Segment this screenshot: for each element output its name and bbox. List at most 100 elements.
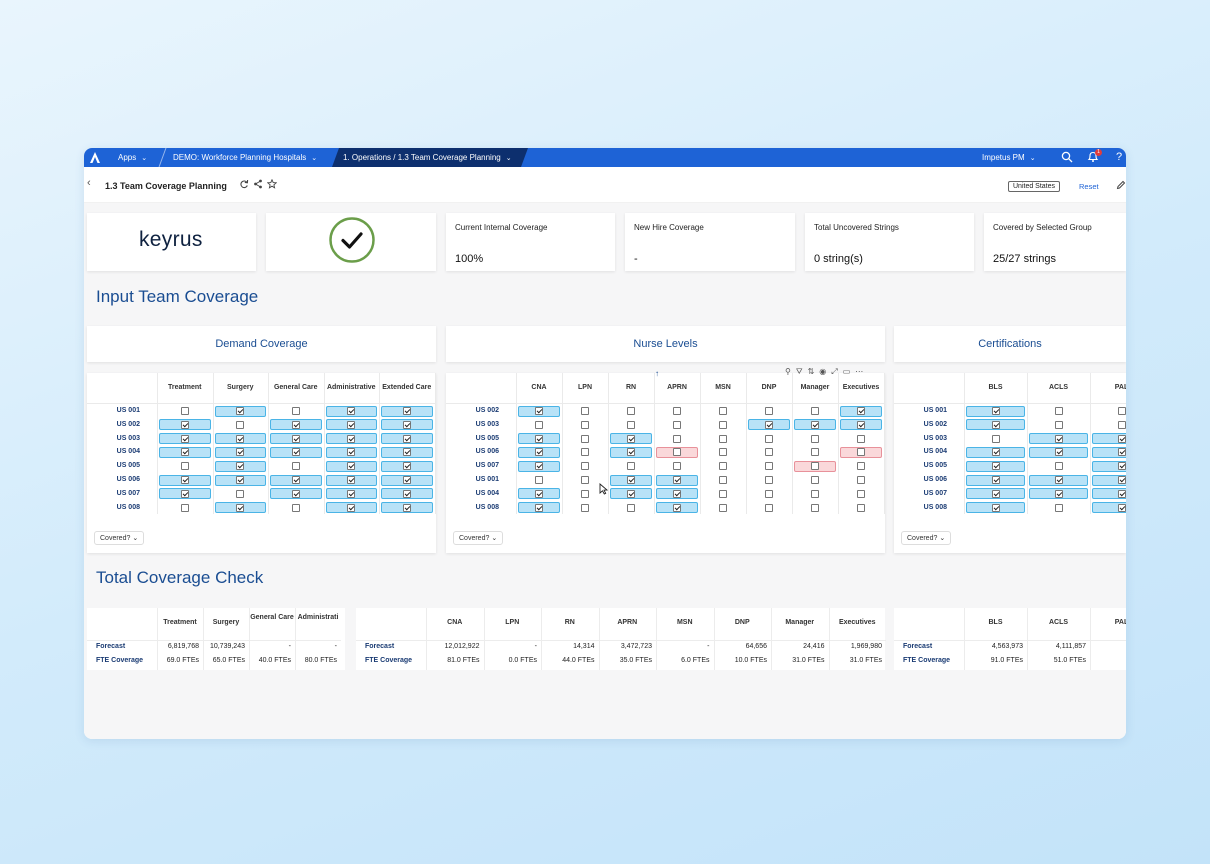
checkbox[interactable] (991, 420, 1000, 429)
nurse-cell[interactable] (702, 488, 744, 499)
nurse-cell[interactable] (748, 502, 790, 513)
checkbox[interactable] (673, 420, 681, 429)
checkbox[interactable] (765, 434, 773, 443)
demand-cell[interactable] (214, 433, 266, 445)
cert-cell[interactable] (1029, 406, 1088, 417)
nurse-cell[interactable] (564, 419, 606, 430)
sort-icon[interactable]: ⇅ (807, 367, 815, 376)
user-menu[interactable]: Impetus PM ⌄ (982, 148, 1036, 168)
checkbox[interactable] (627, 407, 635, 415)
demand-cell[interactable] (270, 502, 322, 513)
nurse-cell[interactable] (518, 446, 560, 458)
checkbox[interactable] (291, 407, 300, 415)
cert-cell[interactable] (966, 419, 1025, 431)
checkbox[interactable] (857, 420, 865, 429)
nurse-cell[interactable] (794, 475, 836, 486)
nurse-cell[interactable] (702, 406, 744, 417)
nurse-cell[interactable] (794, 447, 836, 458)
demand-cell[interactable] (270, 446, 322, 458)
nurse-cell[interactable] (702, 419, 744, 430)
nurse-cell[interactable] (564, 433, 606, 444)
checkbox[interactable] (991, 489, 1000, 498)
checkbox[interactable] (857, 503, 865, 512)
search-icon[interactable]: ⚲ (785, 367, 791, 376)
demand-cell[interactable] (159, 461, 211, 472)
checkbox[interactable] (765, 462, 773, 471)
checkbox[interactable] (1054, 434, 1063, 443)
checkbox[interactable] (402, 434, 411, 443)
nurse-cell[interactable] (610, 488, 652, 500)
nurse-cell[interactable] (656, 488, 698, 500)
checkbox[interactable] (673, 462, 681, 471)
cert-cell[interactable] (1092, 460, 1126, 472)
checkbox[interactable] (180, 503, 189, 512)
nurse-cell[interactable] (564, 461, 606, 472)
nurse-cell[interactable] (748, 406, 790, 417)
cert-cell[interactable] (1092, 406, 1126, 417)
checkbox[interactable] (180, 434, 189, 443)
nurse-cell[interactable] (840, 475, 882, 486)
checkbox[interactable] (1117, 462, 1126, 471)
checkbox[interactable] (347, 462, 356, 471)
demand-cell[interactable] (325, 488, 377, 500)
nurse-cell[interactable] (794, 433, 836, 444)
checkbox[interactable] (347, 503, 356, 512)
nurse-cell[interactable] (656, 474, 698, 486)
nurse-cell[interactable] (794, 406, 836, 417)
checkbox[interactable] (627, 489, 635, 498)
demand-cell[interactable] (270, 433, 322, 445)
checkbox[interactable] (627, 476, 635, 484)
nurse-cell[interactable] (610, 406, 652, 417)
demand-cell[interactable] (381, 405, 433, 417)
demand-cell[interactable] (381, 446, 433, 458)
checkbox[interactable] (236, 407, 245, 415)
refresh-icon[interactable] (239, 179, 249, 189)
checkbox[interactable] (535, 448, 543, 457)
checkbox[interactable] (673, 503, 681, 512)
checkbox[interactable] (765, 503, 773, 512)
nurse-cell[interactable] (518, 460, 560, 472)
checkbox[interactable] (765, 448, 773, 457)
checkbox[interactable] (673, 489, 681, 498)
checkbox[interactable] (347, 448, 356, 457)
demand-cell[interactable] (270, 461, 322, 472)
checkbox[interactable] (1054, 476, 1063, 484)
checkbox[interactable] (1054, 420, 1063, 429)
model-menu[interactable]: DEMO: Workforce Planning Hospitals ⌄ (173, 148, 317, 167)
demand-cell[interactable] (381, 433, 433, 445)
demand-cell[interactable] (159, 474, 211, 486)
checkbox[interactable] (347, 434, 356, 443)
demand-cell[interactable] (381, 502, 433, 514)
cert-cell[interactable] (1029, 419, 1088, 430)
nurse-cell[interactable] (702, 447, 744, 458)
back-icon[interactable]: ‹ (87, 177, 91, 189)
nurse-cell[interactable] (748, 488, 790, 499)
nurse-cell[interactable] (702, 475, 744, 486)
checkbox[interactable] (627, 448, 635, 457)
cert-cell[interactable] (966, 446, 1025, 458)
demand-cell[interactable] (159, 433, 211, 445)
cert-cell[interactable] (966, 474, 1025, 486)
checkbox[interactable] (291, 476, 300, 484)
checkbox[interactable] (535, 407, 543, 415)
nurse-cell[interactable] (656, 461, 698, 472)
checkbox[interactable] (719, 489, 727, 498)
help-icon[interactable]: ? (1116, 151, 1123, 163)
star-icon[interactable] (267, 179, 277, 189)
nurse-cell[interactable] (748, 447, 790, 458)
cert-cell[interactable] (966, 488, 1025, 500)
checkbox[interactable] (765, 489, 773, 498)
checkbox[interactable] (291, 503, 300, 512)
checkbox[interactable] (673, 476, 681, 484)
nurse-cell[interactable] (840, 433, 882, 444)
checkbox[interactable] (402, 420, 411, 429)
nurse-cell[interactable] (610, 461, 652, 472)
checkbox[interactable] (180, 489, 189, 498)
checkbox[interactable] (581, 434, 589, 443)
checkbox[interactable] (857, 434, 865, 443)
checkbox[interactable] (811, 448, 819, 457)
checkbox[interactable] (719, 462, 727, 471)
checkbox[interactable] (1054, 448, 1063, 457)
checkbox[interactable] (535, 503, 543, 512)
demand-cell[interactable] (159, 488, 211, 500)
